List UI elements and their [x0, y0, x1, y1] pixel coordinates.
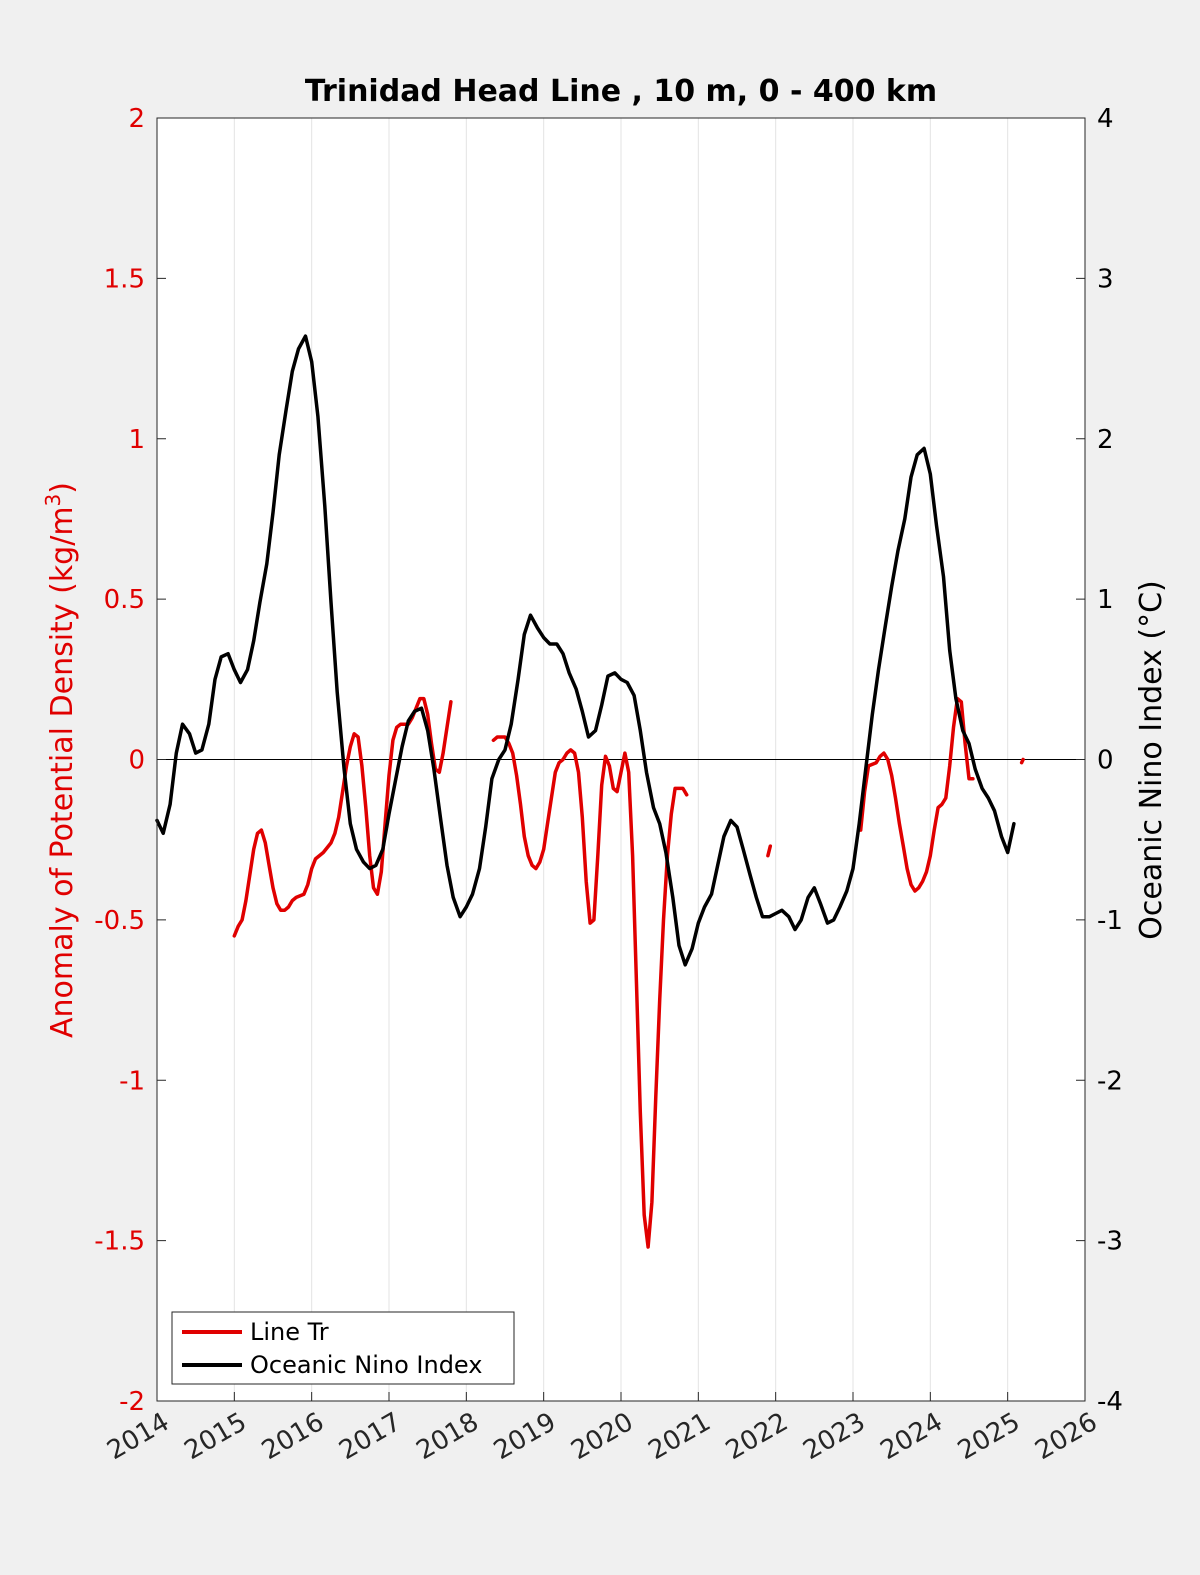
y-axis-label-left-text: Anomaly of Potential Density (kg/m — [45, 506, 80, 1038]
y-left-tick-label: -1.5 — [94, 1227, 145, 1257]
y-axis-label-left-close: ) — [45, 482, 80, 494]
series-line-line-tr — [766, 844, 773, 858]
legend-label-line-tr: Line Tr — [250, 1318, 329, 1346]
y-axis-label-left-sup: 3 — [41, 494, 65, 507]
y-right-tick-label: 1 — [1097, 585, 1114, 615]
y-right-tick-label: 3 — [1097, 264, 1114, 294]
series-line-line-tr — [232, 696, 453, 938]
y-left-tick-label: -1 — [119, 1066, 145, 1096]
series-line-oceanic-nino-index — [155, 334, 1016, 967]
y-right-tick-label: 0 — [1097, 746, 1114, 776]
series-line-line-tr — [858, 696, 975, 893]
legend-box — [171, 1311, 515, 1385]
y-left-tick-label: -0.5 — [94, 906, 145, 936]
series-line-line-tr — [1019, 757, 1025, 765]
y-axis-label-left: Anomaly of Potential Density (kg/m3) — [41, 482, 80, 1038]
y-right-tick-label: -3 — [1097, 1227, 1123, 1257]
y-left-tick-label: 2 — [128, 104, 145, 134]
series-layer — [155, 334, 1025, 1249]
chart-title: Trinidad Head Line , 10 m, 0 - 400 km — [305, 74, 937, 109]
y-left-tick-label: -2 — [119, 1387, 145, 1417]
y-left-tick-label: 1 — [128, 425, 145, 455]
y-axis-label-right: Oceanic Nino Index (°C) — [1134, 580, 1169, 940]
y-right-tick-label: -1 — [1097, 906, 1123, 936]
series-line-line-tr — [491, 735, 689, 1249]
y-left-tick-label: 1.5 — [104, 264, 145, 294]
y-right-tick-label: 4 — [1097, 104, 1114, 134]
y-right-tick-label: -4 — [1097, 1387, 1123, 1417]
legend-label-oni: Oceanic Nino Index — [250, 1351, 482, 1379]
y-right-tick-label: 2 — [1097, 425, 1114, 455]
y-right-tick-label: -2 — [1097, 1066, 1123, 1096]
legend: Line Tr Oceanic Nino Index — [171, 1311, 515, 1385]
y-left-tick-label: 0.5 — [104, 585, 145, 615]
y-left-tick-label: 0 — [128, 746, 145, 776]
